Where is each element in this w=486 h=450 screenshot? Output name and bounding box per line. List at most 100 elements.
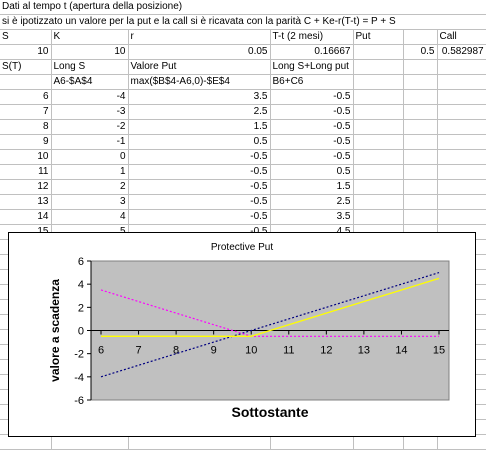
sheet-cell[interactable]	[403, 209, 438, 225]
sheet-cell[interactable]	[437, 74, 486, 90]
sheet-cell[interactable]	[353, 119, 404, 135]
sheet-cell[interactable]	[437, 119, 486, 135]
sheet-cell[interactable]: 1.5	[270, 179, 354, 195]
sheet-cell[interactable]	[437, 134, 486, 150]
sheet-cell[interactable]: S(T)	[0, 59, 52, 75]
sheet-cell[interactable]: B6+C6	[270, 74, 354, 90]
sheet-cell[interactable]	[403, 164, 438, 180]
sheet-cell[interactable]: 1	[51, 164, 129, 180]
sheet-cell[interactable]	[403, 194, 438, 210]
sheet-cell[interactable]: 3	[51, 194, 129, 210]
sheet-cell[interactable]	[403, 179, 438, 195]
y-axis-title: valore a scadenza	[48, 279, 62, 382]
sheet-cell[interactable]: 14	[0, 209, 52, 225]
sheet-cell[interactable]	[437, 179, 486, 195]
sheet-cell[interactable]: 2	[51, 179, 129, 195]
x-tick-label: 9	[211, 345, 217, 357]
sheet-cell[interactable]: 12	[0, 179, 52, 195]
sheet-cell[interactable]	[437, 104, 486, 120]
sheet-cell[interactable]: A6-$A$4	[51, 74, 129, 90]
sheet-cell[interactable]: Call	[437, 29, 486, 45]
sheet-cell[interactable]: -1	[51, 134, 129, 150]
sheet-cell[interactable]: 7	[0, 104, 52, 120]
sheet-cell[interactable]	[437, 164, 486, 180]
sheet-cell[interactable]: 1.5	[128, 119, 271, 135]
sheet-cell[interactable]: 11	[0, 164, 52, 180]
sheet-cell[interactable]	[437, 194, 486, 210]
sheet-cell[interactable]	[353, 134, 404, 150]
sheet-cell[interactable]: max($B$4-A6,0)-$E$4	[128, 74, 271, 90]
sheet-cell[interactable]	[437, 149, 486, 165]
sheet-cell[interactable]: 3.5	[128, 89, 271, 105]
sheet-cell[interactable]: 9	[0, 134, 52, 150]
protective-put-chart[interactable]: -6 -4 -2 0 2 4 6 6 7 8 9 10 11 12 13 14 15 Protective Put…	[8, 232, 476, 437]
sheet-cell[interactable]	[403, 149, 438, 165]
sheet-cell[interactable]	[353, 104, 404, 120]
sheet-cell[interactable]: Dati al tempo t (apertura della posizion…	[0, 0, 486, 15]
sheet-cell[interactable]	[353, 164, 404, 180]
sheet-cell[interactable]: 0.16667	[270, 44, 354, 60]
sheet-cell[interactable]	[353, 74, 404, 90]
x-tick-label: 10	[245, 345, 257, 357]
sheet-cell[interactable]: -4	[51, 89, 129, 105]
sheet-cell[interactable]	[353, 209, 404, 225]
sheet-cell[interactable]	[353, 149, 404, 165]
sheet-cell[interactable]: -0.5	[128, 149, 271, 165]
sheet-cell[interactable]: -0.5	[128, 164, 271, 180]
sheet-cell[interactable]: 4	[51, 209, 129, 225]
sheet-cell[interactable]	[403, 59, 438, 75]
sheet-cell[interactable]	[437, 89, 486, 105]
sheet-cell[interactable]: 0.582987	[437, 44, 486, 60]
sheet-cell[interactable]: 8	[0, 119, 52, 135]
sheet-cell[interactable]	[353, 59, 404, 75]
sheet-cell[interactable]: 0.05	[128, 44, 271, 60]
sheet-cell[interactable]: 2.5	[270, 194, 354, 210]
sheet-cell[interactable]: Long S	[51, 59, 129, 75]
y-tick-label: -6	[74, 395, 84, 407]
sheet-cell[interactable]: -0.5	[270, 104, 354, 120]
sheet-cell[interactable]	[353, 89, 404, 105]
sheet-cell[interactable]: -0.5	[128, 194, 271, 210]
sheet-cell[interactable]	[437, 209, 486, 225]
sheet-cell[interactable]: r	[128, 29, 271, 45]
sheet-cell[interactable]	[403, 74, 438, 90]
sheet-cell[interactable]: 0.5	[270, 164, 354, 180]
sheet-cell[interactable]: Long S+Long put	[270, 59, 354, 75]
sheet-cell[interactable]: 10	[0, 149, 52, 165]
sheet-cell[interactable]: 0	[51, 149, 129, 165]
sheet-cell[interactable]: 10	[0, 44, 52, 60]
sheet-cell[interactable]: T-t (2 mesi)	[270, 29, 354, 45]
sheet-cell[interactable]: Valore Put	[128, 59, 271, 75]
sheet-cell[interactable]: -0.5	[128, 209, 271, 225]
sheet-cell[interactable]: K	[51, 29, 129, 45]
sheet-cell[interactable]: -0.5	[270, 149, 354, 165]
sheet-cell[interactable]: -0.5	[128, 179, 271, 195]
sheet-cell[interactable]	[353, 194, 404, 210]
sheet-cell[interactable]	[403, 134, 438, 150]
sheet-cell[interactable]: 10	[51, 44, 129, 60]
sheet-cell[interactable]	[403, 104, 438, 120]
sheet-cell[interactable]: -0.5	[270, 119, 354, 135]
sheet-cell[interactable]: -3	[51, 104, 129, 120]
sheet-cell[interactable]	[353, 44, 404, 60]
sheet-cell[interactable]: 13	[0, 194, 52, 210]
sheet-cell[interactable]: 3.5	[270, 209, 354, 225]
sheet-cell[interactable]: si è ipotizzato un valore per la put e l…	[0, 14, 486, 30]
sheet-cell[interactable]	[403, 119, 438, 135]
sheet-cell[interactable]	[0, 74, 52, 90]
sheet-cell[interactable]: -0.5	[270, 134, 354, 150]
sheet-cell[interactable]: -0.5	[270, 89, 354, 105]
sheet-cell[interactable]: S	[0, 29, 52, 45]
sheet-cell[interactable]: -2	[51, 119, 129, 135]
sheet-cell[interactable]	[437, 59, 486, 75]
sheet-cell[interactable]: 6	[0, 89, 52, 105]
sheet-cell[interactable]	[403, 29, 438, 45]
sheet-cell[interactable]: Put	[353, 29, 404, 45]
sheet-cell[interactable]: 0.5	[403, 44, 438, 60]
sheet-cell[interactable]	[403, 89, 438, 105]
sheet-cell[interactable]: 2.5	[128, 104, 271, 120]
sheet-row: 10 0 -0.5 -0.5	[0, 149, 486, 165]
sheet-cell[interactable]: 0.5	[128, 134, 271, 150]
y-tick-label: -4	[74, 372, 84, 384]
sheet-cell[interactable]	[353, 179, 404, 195]
